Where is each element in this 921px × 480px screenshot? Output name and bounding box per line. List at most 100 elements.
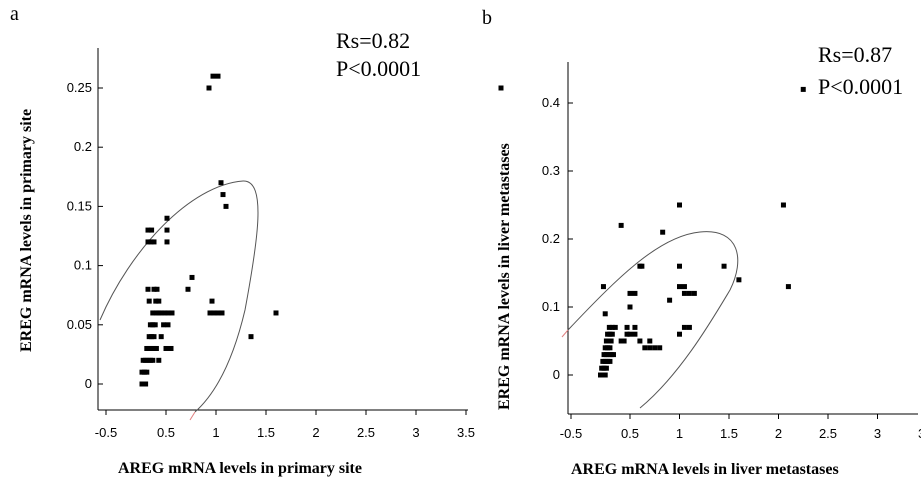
panel-b-x-tick-label: 2 bbox=[775, 426, 782, 441]
panel-a-rs-annotation: Rs=0.82 bbox=[336, 28, 410, 53]
panel-b-y-tick-label: 0.2 bbox=[542, 231, 560, 246]
panel-b-data-point bbox=[627, 290, 633, 296]
panel-a-data-point bbox=[151, 286, 157, 292]
panel-a-data-point bbox=[210, 73, 216, 79]
panel-a-data-point bbox=[165, 310, 171, 316]
panel-a-data-point bbox=[219, 310, 225, 316]
panel-b-y-tick-label: 0.1 bbox=[542, 299, 560, 314]
panel-a-data-point bbox=[146, 298, 152, 304]
panel-b-data-point bbox=[677, 202, 682, 208]
panel-b-data-point bbox=[721, 263, 727, 269]
panel-a-data-point bbox=[207, 310, 213, 316]
panel-a-data-point bbox=[143, 381, 149, 387]
panel-a-data-point bbox=[164, 239, 170, 245]
panel-a-data-point bbox=[150, 310, 156, 316]
panel-a-data-point bbox=[152, 322, 158, 328]
panel-b-data-point bbox=[639, 263, 645, 269]
panel-a-data-point bbox=[215, 310, 221, 316]
panel-a-data-point bbox=[158, 334, 164, 340]
panel-a-data-point bbox=[148, 239, 154, 245]
panel-b-data-point bbox=[609, 324, 615, 330]
panel-b-data-point bbox=[618, 222, 624, 228]
panel-a-y-tick-label: 0.2 bbox=[74, 139, 92, 154]
panel-a-data-point bbox=[163, 345, 169, 351]
panel-a-data-point bbox=[168, 345, 174, 351]
panel-a-data-point bbox=[164, 215, 170, 221]
panel-a-data-point bbox=[498, 85, 504, 91]
panel-a-x-axis-title: AREG mRNA levels in primary site bbox=[118, 460, 362, 477]
panel-b-data-point bbox=[647, 338, 653, 344]
panel-b-rs-annotation: Rs=0.87 bbox=[818, 42, 892, 67]
panel-a-data-point bbox=[189, 274, 195, 280]
panel-a-data-point bbox=[150, 357, 156, 363]
panel-b-data-point bbox=[612, 324, 618, 330]
panel-b-data-point bbox=[603, 365, 609, 371]
panel-b-data-point bbox=[627, 304, 633, 310]
panel-a-data-point bbox=[145, 239, 151, 245]
panel-b-data-point bbox=[647, 345, 653, 351]
panel-a-y-tick-label: 0 bbox=[85, 376, 92, 391]
panel-a-y-axis-title: EREG mRNA levels in primary site bbox=[18, 109, 35, 352]
panel-b-data-point bbox=[600, 284, 606, 290]
panel-b-data-point bbox=[736, 277, 742, 283]
panel-b-x-tick-label: 2.5 bbox=[819, 426, 837, 441]
panel-b-x-axis-title: AREG mRNA levels in liver metastases bbox=[571, 461, 839, 478]
panel-b-data-point bbox=[637, 338, 643, 344]
panel-a-data-point bbox=[162, 310, 168, 316]
panel-a-x-tick-label: 3 bbox=[412, 425, 419, 440]
panel-b-y-tick-label: 0 bbox=[553, 367, 560, 382]
panel-b-data-point bbox=[652, 345, 658, 351]
panel-b-data-point bbox=[602, 372, 608, 378]
panel-a-data-point bbox=[156, 298, 162, 304]
panel-a-data-point bbox=[165, 322, 171, 328]
panel-b-data-point bbox=[602, 311, 608, 317]
panel-b-data-point bbox=[632, 331, 638, 337]
panel-a-data-point bbox=[220, 192, 226, 198]
panel-a: a 0 0.05 0.1 0.15 0.2 0.25 -0.5 0.5 1 1.5 2 2.5 3 3.… bbox=[10, 3, 504, 477]
panel-a-data-point bbox=[161, 322, 167, 328]
panel-a-data-point bbox=[185, 286, 191, 292]
panel-a-letter: a bbox=[10, 3, 19, 25]
panel-a-data-point bbox=[151, 334, 157, 340]
panel-a-x-tick-label: 1.5 bbox=[257, 425, 275, 440]
panel-b-data-point bbox=[677, 263, 682, 269]
panel-a-data-point bbox=[158, 310, 164, 316]
panel-a-data-point bbox=[169, 310, 175, 316]
panel-b-p-annotation: P<0.0001 bbox=[818, 74, 903, 99]
panel-b-x-tick-label: 3 bbox=[874, 426, 881, 441]
panel-b-data-point bbox=[607, 345, 613, 351]
panel-a-ellipse-tail bbox=[189, 411, 196, 421]
panel-a-data-point bbox=[151, 239, 157, 245]
panel-a-data-point bbox=[209, 298, 215, 304]
panel-b-data-point bbox=[660, 229, 666, 235]
panel-b-data-point bbox=[686, 324, 692, 330]
panel-b-data-point bbox=[606, 324, 612, 330]
panel-b-data-point bbox=[621, 338, 627, 344]
panel-a-data-point bbox=[149, 227, 155, 233]
panel-b-data-point bbox=[632, 290, 638, 296]
panel-b-y-tick-label: 0.3 bbox=[542, 163, 560, 178]
panel-b-data-point bbox=[642, 345, 648, 351]
panel-b-data-point bbox=[624, 331, 630, 337]
panel-b-data-point bbox=[618, 338, 624, 344]
panel-a-data-point bbox=[156, 357, 162, 363]
panel-a-x-tick-label: 3.5 bbox=[457, 425, 475, 440]
panel-b-data-point bbox=[608, 338, 614, 344]
panel-b-data-point bbox=[681, 324, 687, 330]
panel-b-data-point bbox=[627, 331, 633, 337]
panel-a-p-annotation: P<0.0001 bbox=[336, 56, 421, 81]
panel-a-x-tick-label: -0.5 bbox=[95, 425, 117, 440]
panel-a-x-tick-label: 1 bbox=[212, 425, 219, 440]
panel-b-x-tick-label: 0.5 bbox=[621, 426, 639, 441]
panel-b-x-tick-label: -0.5 bbox=[560, 426, 582, 441]
panel-a-data-point bbox=[145, 286, 151, 292]
panel-b-data-point bbox=[667, 297, 673, 303]
panel-b-data-point bbox=[780, 202, 786, 208]
panel-a-x-tick-label: 2.5 bbox=[357, 425, 375, 440]
panel-b-x-tick-label: 1.5 bbox=[720, 426, 738, 441]
panel-b-data-point bbox=[609, 331, 615, 337]
panel-b-data-point bbox=[624, 324, 630, 330]
panel-a-data-point bbox=[153, 298, 159, 304]
panel-a-data-point bbox=[153, 345, 159, 351]
